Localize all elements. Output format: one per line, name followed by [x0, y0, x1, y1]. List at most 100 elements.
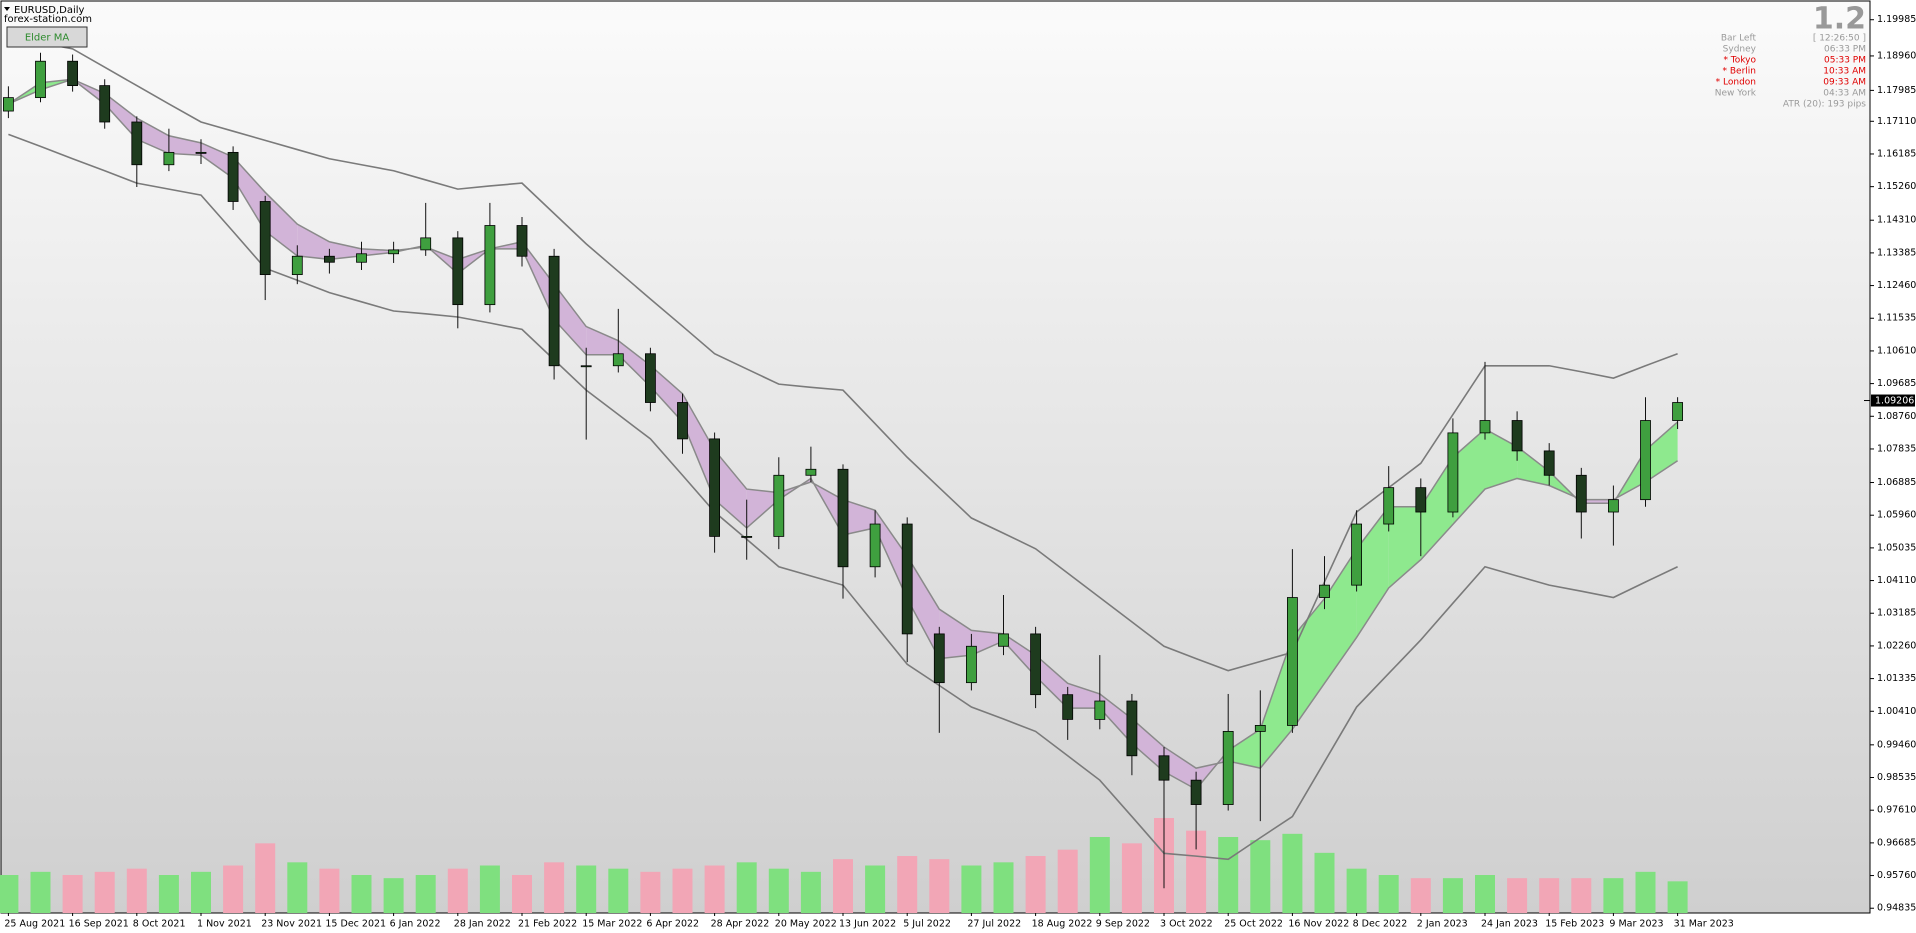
x-tick-label: 24 Jan 2023: [1481, 919, 1538, 930]
volume-bar: [0, 875, 19, 913]
volume-bar: [62, 875, 83, 913]
volume-bar: [640, 871, 661, 913]
volume-bar: [1410, 878, 1431, 913]
ma-cloud: [650, 365, 683, 422]
ma-cloud: [1260, 637, 1293, 769]
candle-body: [35, 60, 46, 99]
indicator-button-label[interactable]: Elder MA: [25, 33, 70, 44]
candle-body: [1640, 420, 1651, 501]
y-tick-label: 1.19985: [1877, 14, 1916, 25]
ma-cloud: [1517, 446, 1550, 486]
candle-body: [709, 438, 720, 537]
ma-cloud: [971, 630, 1004, 656]
ma-cloud: [329, 241, 362, 260]
ma-cloud: [1067, 683, 1100, 709]
volume-bar: [544, 862, 565, 913]
indicator-button[interactable]: [6, 26, 88, 48]
candle-body: [356, 253, 367, 263]
panel-atr: ATR (20): 193 pips: [1783, 100, 1866, 110]
ma-cloud: [168, 135, 201, 156]
candle-body: [291, 255, 303, 276]
ma-cloud: [1485, 429, 1518, 490]
x-tick-label: 9 Sep 2022: [1096, 919, 1150, 930]
candle-body: [452, 237, 464, 306]
ma-cloud: [1228, 729, 1261, 769]
y-tick-label: 1.11535: [1877, 313, 1916, 324]
x-tick-label: 21 Feb 2022: [518, 919, 577, 930]
x-tick-label: 27 Jul 2022: [967, 919, 1021, 930]
y-tick-label: 1.05960: [1877, 510, 1916, 521]
y-tick-label: 0.95760: [1877, 870, 1916, 881]
y-tick-label: 1.18960: [1877, 50, 1916, 61]
x-tick-label: 25 Oct 2022: [1224, 919, 1283, 930]
ma-cloud: [265, 192, 298, 256]
x-tick-label: 8 Oct 2021: [133, 919, 186, 930]
volume-bar: [1282, 833, 1303, 913]
y-tick-label: 0.97610: [1877, 805, 1916, 816]
volume-bar: [608, 868, 629, 913]
x-tick-label: 6 Apr 2022: [646, 919, 699, 930]
candle-body: [323, 255, 335, 263]
volume-bar: [961, 865, 982, 913]
volume-bar: [1218, 837, 1239, 913]
candle-body: [516, 225, 528, 257]
volume-bar: [1314, 852, 1335, 913]
x-tick-label: 15 Feb 2023: [1545, 919, 1604, 930]
x-tick-label: 31 Mar 2023: [1674, 919, 1734, 930]
candle-body: [420, 237, 432, 251]
candle-body: [131, 121, 143, 166]
x-tick-label: 3 Oct 2022: [1160, 919, 1213, 930]
candle-body: [933, 633, 945, 684]
candle-body: [1543, 450, 1555, 476]
x-tick-label: 20 May 2022: [775, 919, 837, 930]
candle-body: [966, 645, 977, 684]
y-tick-label: 1.14310: [1877, 215, 1916, 226]
volume-bar: [1667, 881, 1688, 913]
candle-body: [1222, 731, 1234, 805]
candle-body: [195, 151, 207, 154]
candle-body: [1608, 499, 1619, 513]
x-tick-label: 28 Jan 2022: [454, 919, 511, 930]
candle-body: [1190, 779, 1202, 805]
panel-row-time: 09:33 AM: [1823, 78, 1866, 88]
x-tick-label: 2 Jan 2023: [1417, 919, 1468, 930]
candle-body: [773, 474, 785, 537]
candle-body: [163, 151, 175, 166]
x-tick-label: 23 Nov 2021: [261, 919, 322, 930]
volume-bar: [512, 875, 532, 913]
panel-row-time: [ 12:26:50 ]: [1813, 34, 1866, 44]
ma-cloud: [939, 609, 972, 659]
y-tick-label: 1.06885: [1877, 477, 1916, 488]
volume-bar: [1186, 830, 1207, 913]
candle-body: [1511, 420, 1523, 452]
ma-cloud: [907, 556, 940, 659]
volume-bar: [1121, 843, 1142, 913]
candle-body: [1415, 487, 1427, 513]
y-tick-label: 0.99460: [1877, 739, 1916, 750]
y-tick-label: 1.01335: [1877, 673, 1916, 684]
x-tick-label: 6 Jan 2022: [390, 919, 441, 930]
candle-body: [677, 402, 688, 440]
candle-body: [67, 60, 78, 87]
volume-bar: [1025, 856, 1046, 913]
chart-title: EURUSD,Daily: [14, 5, 85, 16]
panel-row-time: 06:33 PM: [1824, 45, 1866, 55]
panel-row-label: * London: [1716, 78, 1756, 88]
y-tick-label: 1.10610: [1877, 345, 1916, 356]
y-tick-label: 1.15260: [1877, 181, 1916, 192]
volume-bar: [833, 859, 853, 913]
candle-body: [580, 365, 592, 368]
candle-body: [1287, 597, 1298, 726]
ma-cloud: [554, 284, 587, 355]
volume-bar: [993, 862, 1014, 913]
volume-bar: [126, 868, 147, 913]
volume-bar: [1635, 871, 1656, 913]
ma-cloud: [233, 156, 266, 232]
candle-body: [259, 201, 271, 276]
upper-band: [8, 36, 1678, 672]
y-tick-label: 1.08760: [1877, 411, 1916, 422]
ma-cloud: [714, 450, 747, 528]
y-tick-label: 1.16185: [1877, 148, 1916, 159]
candle-body: [1094, 700, 1106, 720]
